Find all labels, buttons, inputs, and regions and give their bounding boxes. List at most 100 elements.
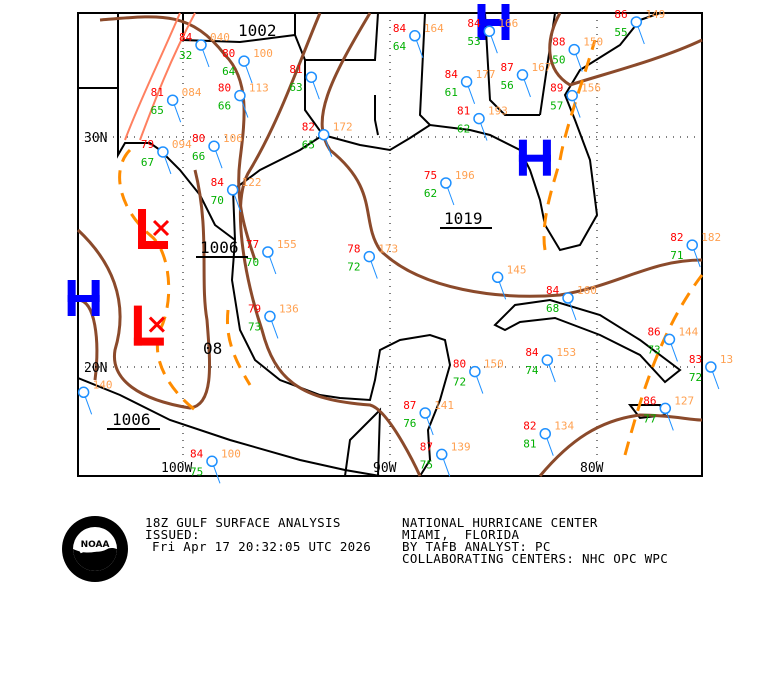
station-circle xyxy=(234,89,246,102)
temperature: 84 xyxy=(179,31,193,44)
dewpoint: 64 xyxy=(393,40,407,53)
dewpoint: 57 xyxy=(550,100,563,113)
pressure: 134 xyxy=(554,420,574,433)
dewpoint: 81 xyxy=(523,438,536,451)
station-plot: 84 61 177 xyxy=(445,68,496,104)
station-circle xyxy=(705,361,717,373)
station-plot: 79 73 136 xyxy=(248,302,299,339)
station-circle xyxy=(208,140,220,152)
temperature: 78 xyxy=(347,243,360,256)
station-plot: 79 67 094 xyxy=(141,138,192,175)
station-circle xyxy=(419,407,431,419)
center-location: MIAMI, FLORIDA xyxy=(402,527,520,542)
lon-label: 100W xyxy=(161,461,192,476)
temperature: 82 xyxy=(302,121,315,134)
station-plot: 82 71 182 xyxy=(670,231,721,268)
temperature: 80 xyxy=(222,47,235,60)
isobar-label: 1019 xyxy=(444,209,483,228)
temperature: 84 xyxy=(467,17,481,30)
isobar-label: 1006 xyxy=(112,410,151,429)
station-plot: 75 62 196 xyxy=(424,169,475,206)
station-circle xyxy=(77,386,90,399)
station-circle xyxy=(262,246,274,258)
pressure: 136 xyxy=(279,302,299,315)
station-plot: 145 xyxy=(491,263,527,300)
station-plot: 80 66 113 xyxy=(218,82,269,118)
dewpoint: 55 xyxy=(614,26,627,39)
dewpoint: 53 xyxy=(467,35,480,48)
temperature: 80 xyxy=(453,358,466,371)
station-circle xyxy=(166,94,179,106)
pressure: 193 xyxy=(488,105,508,118)
dewpoint: 71 xyxy=(670,249,683,262)
dewpoint: 72 xyxy=(689,371,702,384)
station-plot: 86 55 149 xyxy=(614,8,665,45)
temperature: 87 xyxy=(420,440,433,453)
station-circle xyxy=(473,112,485,125)
low-symbol-bar xyxy=(133,337,164,346)
station-circle xyxy=(539,427,551,440)
isobar-label: 1006 xyxy=(200,238,239,257)
pressure: 172 xyxy=(333,121,353,134)
station-circle xyxy=(440,177,452,189)
temperature: 81 xyxy=(151,86,164,99)
station-plot: 84 70 122 xyxy=(211,176,262,213)
dewpoint: 70 xyxy=(211,194,224,207)
dewpoint: 68 xyxy=(546,302,559,315)
dewpoint: 62 xyxy=(457,123,470,136)
station-plot: 84 53 166 xyxy=(467,17,518,54)
dewpoint: 65 xyxy=(302,139,315,152)
station-plot: 82 65 172 xyxy=(302,121,353,157)
isobar-label: 08 xyxy=(203,339,222,358)
station-circle xyxy=(568,43,580,56)
station-circle xyxy=(491,271,504,284)
pressure: 100 xyxy=(253,47,273,60)
dewpoint: 65 xyxy=(151,104,164,117)
temperature: 81 xyxy=(289,63,302,76)
low-pressure-center xyxy=(133,305,165,346)
temperature: 77 xyxy=(246,238,259,251)
pressure: 153 xyxy=(556,346,576,359)
temperature: 80 xyxy=(218,82,231,95)
issued-label: ISSUED: xyxy=(145,527,200,542)
station-plot: 84 75 100 xyxy=(190,447,241,484)
station-plot: 81 65 084 xyxy=(151,86,202,123)
temperature: 75 xyxy=(424,169,437,182)
pressure: 100 xyxy=(221,447,241,460)
station-plot: 86 77 127 xyxy=(643,394,694,431)
pressure: 160 xyxy=(577,284,597,297)
pressure: 144 xyxy=(678,325,698,338)
dewpoint: 62 xyxy=(424,187,437,200)
pressure: 164 xyxy=(424,22,444,35)
grid-labels: 30N 20N 100W 90W 80W xyxy=(84,131,604,476)
pressure: 155 xyxy=(277,238,297,251)
low-pressure-center xyxy=(138,209,170,249)
station-plot: 87 75 139 xyxy=(420,440,471,477)
station-circle xyxy=(686,239,698,251)
isobar-labels: 1002 1019 1006 1006 08 xyxy=(107,21,492,430)
station-plot: 87 56 167 xyxy=(500,61,551,98)
station-plot: 81 62 193 xyxy=(457,105,508,141)
station-plot: 78 72 173 xyxy=(347,243,398,279)
pressure: 127 xyxy=(674,394,694,407)
temperature: 84 xyxy=(546,284,560,297)
temperature: 81 xyxy=(457,105,470,118)
station-circle xyxy=(318,128,330,141)
dewpoint: 76 xyxy=(403,417,416,430)
dewpoint: 50 xyxy=(552,54,565,67)
temperature: 84 xyxy=(393,22,407,35)
issuing-center: NATIONAL HURRICANE CENTER xyxy=(402,515,598,530)
dewpoint: 56 xyxy=(500,79,513,92)
dryline xyxy=(124,12,196,141)
pressure: 177 xyxy=(476,68,496,81)
station-circle xyxy=(195,39,207,51)
high-pressure-center xyxy=(67,280,100,316)
station-plot: 86 73 144 xyxy=(647,325,699,362)
temperature: 84 xyxy=(525,346,539,359)
station-circle xyxy=(460,76,473,88)
high-symbol-bar xyxy=(477,19,510,26)
troughs xyxy=(118,39,704,456)
dewpoint: 73 xyxy=(248,320,261,333)
pressure-centers xyxy=(67,4,551,346)
